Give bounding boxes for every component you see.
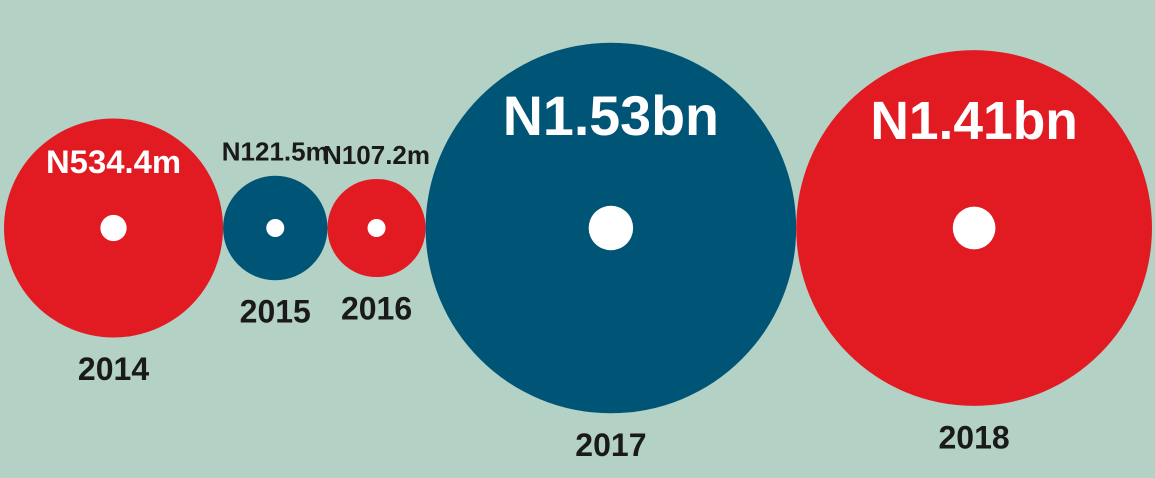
center-dot — [100, 214, 127, 242]
value-label: N534.4m — [46, 143, 181, 180]
center-dot — [952, 206, 996, 250]
center-dot — [367, 219, 386, 237]
value-label: N107.2m — [323, 140, 430, 170]
year-label: 2014 — [78, 351, 149, 387]
center-dot — [266, 219, 285, 237]
year-label: 2017 — [575, 427, 646, 463]
year-label: 2018 — [939, 419, 1010, 455]
year-label: 2016 — [341, 291, 412, 327]
value-label: N1.53bn — [503, 85, 719, 147]
value-label: N1.41bn — [870, 92, 1078, 151]
center-dot — [588, 205, 634, 251]
value-label: N121.5m — [222, 137, 329, 167]
year-label: 2015 — [240, 294, 311, 330]
